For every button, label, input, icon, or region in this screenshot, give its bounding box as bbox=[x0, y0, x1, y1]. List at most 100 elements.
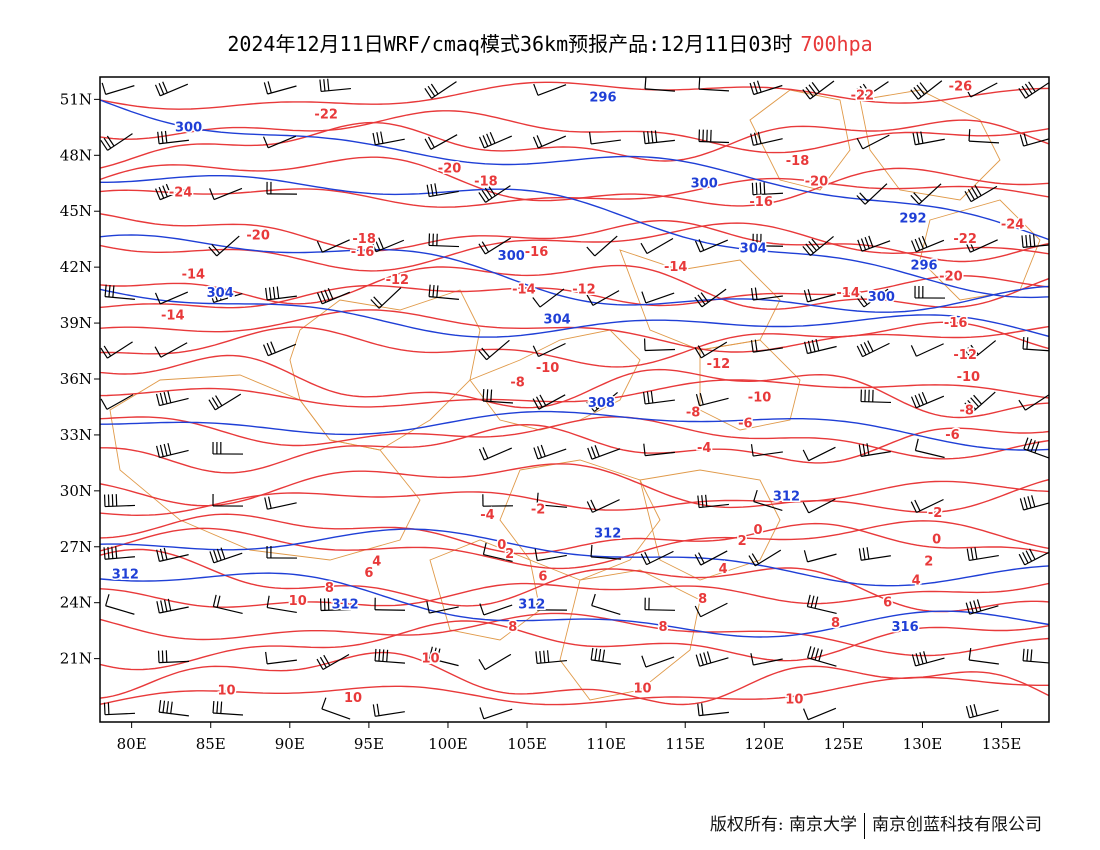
wind-barb bbox=[532, 135, 567, 149]
wind-barb bbox=[100, 394, 134, 410]
height-label: 312 bbox=[518, 598, 545, 613]
province-border bbox=[499, 459, 661, 581]
chart-title: 2024年12月11日WRF/cmaq模式36km预报产品:12月11日03时 7… bbox=[0, 28, 1100, 57]
wind-barb bbox=[964, 340, 997, 360]
wind-barb bbox=[748, 549, 782, 567]
wind-barb bbox=[586, 290, 620, 306]
lat-tick-label: 48N bbox=[60, 146, 92, 164]
wind-barb bbox=[752, 233, 784, 247]
temperature-label: 10 bbox=[422, 652, 440, 667]
temperature-label: 10 bbox=[785, 693, 803, 708]
wind-barb bbox=[154, 342, 188, 358]
wind-barb bbox=[104, 284, 135, 300]
height-contour bbox=[100, 99, 1049, 241]
wind-barb bbox=[695, 651, 729, 667]
wind-barb bbox=[966, 547, 999, 562]
temperature-label: -14 bbox=[512, 283, 536, 298]
wind-barb bbox=[158, 700, 189, 717]
wind-barb bbox=[910, 498, 944, 514]
temperature-label: 10 bbox=[633, 681, 651, 696]
wind-barb bbox=[803, 707, 837, 721]
temperature-label: 4 bbox=[719, 562, 728, 577]
temperature-label: -14 bbox=[836, 286, 860, 301]
wind-barb bbox=[532, 288, 565, 308]
wind-barb bbox=[479, 603, 513, 616]
temperature-label: -14 bbox=[664, 260, 688, 275]
wind-barbs bbox=[100, 77, 1049, 721]
wind-barb bbox=[1019, 133, 1049, 147]
wind-barb bbox=[643, 443, 675, 457]
wind-barb bbox=[319, 598, 352, 612]
temperature-label: -18 bbox=[474, 174, 498, 189]
isotherm bbox=[100, 416, 1049, 460]
temperature-label: 10 bbox=[289, 594, 307, 609]
wind-barb bbox=[590, 647, 621, 665]
isotherm bbox=[100, 177, 1049, 208]
wind-barb bbox=[212, 493, 244, 507]
lon-tick-label: 135E bbox=[982, 735, 1022, 753]
wind-barb bbox=[154, 81, 189, 97]
lon-tick-label: 110E bbox=[586, 735, 626, 753]
wind-barb bbox=[156, 547, 189, 562]
temperature-label: -14 bbox=[161, 309, 185, 324]
wind-barb bbox=[698, 77, 730, 92]
temperature-label: -16 bbox=[749, 195, 773, 210]
temperature-label: 8 bbox=[698, 592, 707, 607]
wind-barb bbox=[644, 77, 676, 92]
wind-barb bbox=[208, 235, 240, 257]
wind-barb bbox=[591, 593, 621, 616]
temperature-label: 0 bbox=[753, 523, 762, 538]
lon-tick-label: 120E bbox=[745, 735, 785, 753]
wind-barb bbox=[910, 391, 945, 409]
wind-barb bbox=[1018, 394, 1049, 411]
isotherm bbox=[100, 423, 1049, 474]
wind-barb bbox=[155, 391, 189, 407]
wind-barb bbox=[965, 704, 999, 719]
title-main: 2024年12月11日WRF/cmaq模式36km预报产品:12月11日03时 bbox=[227, 32, 793, 56]
height-label: 304 bbox=[740, 242, 767, 257]
wind-barb bbox=[694, 288, 727, 308]
height-contour bbox=[100, 572, 1049, 638]
wind-barb bbox=[586, 499, 620, 513]
height-label: 312 bbox=[773, 489, 800, 504]
isotherm bbox=[100, 463, 1049, 513]
lat-tick-label: 30N bbox=[60, 482, 92, 500]
height-label: 308 bbox=[588, 396, 615, 411]
wind-barb bbox=[694, 341, 728, 359]
wind-barb bbox=[534, 548, 567, 562]
wind-barb bbox=[482, 494, 514, 507]
height-contour bbox=[100, 288, 1049, 338]
wind-barb bbox=[586, 235, 618, 257]
height-label: 312 bbox=[112, 568, 139, 583]
lat-tick-label: 42N bbox=[60, 258, 92, 276]
temperature-label: 2 bbox=[738, 534, 747, 549]
wind-barb bbox=[911, 651, 945, 667]
temperature-label: -10 bbox=[748, 391, 772, 406]
wind-barb bbox=[426, 183, 459, 198]
temperature-label: 10 bbox=[344, 691, 362, 706]
wind-barb bbox=[964, 185, 998, 203]
wind-barb bbox=[372, 703, 405, 717]
isotherm bbox=[100, 620, 1049, 671]
map-frame bbox=[99, 76, 1050, 723]
wind-barb bbox=[911, 235, 945, 253]
isotherm bbox=[100, 274, 1049, 309]
wind-barb bbox=[103, 702, 136, 716]
wind-barb bbox=[860, 389, 892, 404]
wind-barb bbox=[806, 594, 837, 615]
lat-tick-label: 21N bbox=[60, 650, 92, 668]
isotherm bbox=[100, 379, 1049, 408]
wind-barb bbox=[1018, 548, 1049, 566]
temperature-label: -22 bbox=[314, 107, 338, 122]
wind-barb bbox=[1023, 437, 1049, 459]
temperature-label: -20 bbox=[246, 228, 270, 243]
wind-barb bbox=[482, 389, 514, 404]
temperature-label: 8 bbox=[508, 620, 517, 635]
wind-barb bbox=[100, 341, 133, 359]
wind-barb bbox=[588, 131, 621, 145]
wind-barb bbox=[103, 494, 136, 508]
wind-barb bbox=[749, 80, 783, 96]
wind-barb bbox=[428, 646, 459, 667]
wind-barb bbox=[698, 129, 730, 144]
